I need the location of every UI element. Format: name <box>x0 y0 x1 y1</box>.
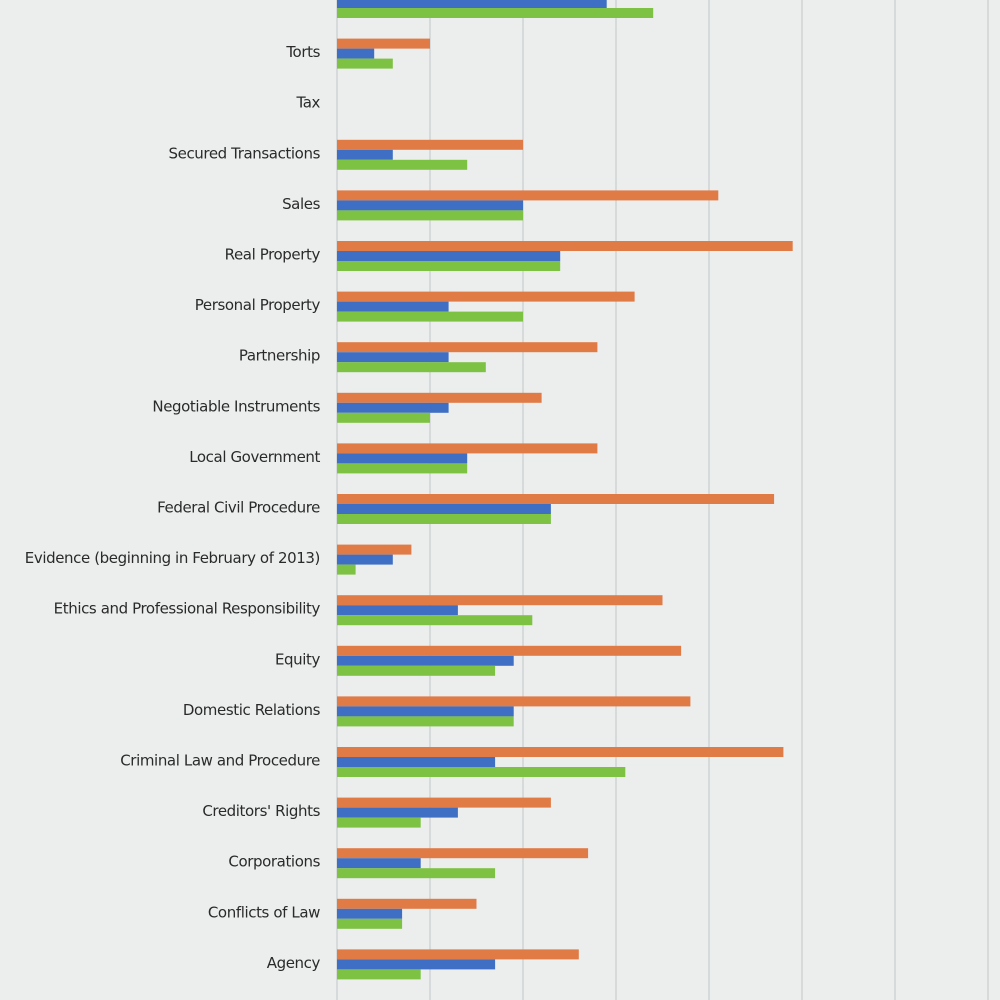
y-tick-label: Evidence (beginning in February of 2013) <box>25 549 320 567</box>
y-tick-label: Personal Property <box>195 296 321 314</box>
bar <box>337 453 468 464</box>
bar <box>337 655 514 666</box>
y-tick-label: Ethics and Professional Responsibility <box>54 600 321 618</box>
bar <box>337 311 523 322</box>
bar <box>337 412 430 423</box>
bar <box>337 908 403 919</box>
bar <box>337 463 468 474</box>
bar <box>337 200 523 211</box>
bar <box>337 605 458 616</box>
bar <box>337 696 691 707</box>
bar <box>337 443 598 454</box>
y-tick-label: Torts <box>285 43 320 61</box>
bar <box>337 969 421 980</box>
y-tick-label: Equity <box>275 650 321 668</box>
bar <box>337 868 496 879</box>
bar <box>337 514 551 524</box>
bar <box>337 645 682 656</box>
bar <box>337 767 626 777</box>
bar <box>337 190 719 201</box>
bar <box>337 595 663 606</box>
bar <box>337 392 542 403</box>
bar <box>337 949 579 960</box>
bar <box>337 747 784 757</box>
bar <box>337 817 421 828</box>
y-tick-label: Real Property <box>225 246 321 264</box>
bar <box>337 362 486 373</box>
bar <box>337 8 654 18</box>
bar <box>337 959 496 970</box>
bar <box>337 159 468 170</box>
y-tick-label: Sales <box>282 195 321 213</box>
y-tick-label: Negotiable Instruments <box>152 397 320 415</box>
bar <box>337 402 449 413</box>
bar <box>337 139 523 150</box>
bar <box>337 58 393 69</box>
bar <box>337 342 598 353</box>
bar <box>337 0 607 8</box>
bar <box>337 149 393 160</box>
bar <box>337 848 589 859</box>
y-tick-label: Domestic Relations <box>183 701 321 719</box>
bar <box>337 706 514 717</box>
bar <box>337 494 775 504</box>
bar <box>337 352 449 363</box>
bar <box>337 301 449 312</box>
bar <box>337 797 551 808</box>
bar <box>337 261 561 271</box>
y-tick-label: Creditors' Rights <box>202 802 320 820</box>
bar <box>337 615 533 626</box>
bar <box>337 898 477 909</box>
y-tick-label: Conflicts of Law <box>208 903 320 921</box>
bar <box>337 251 561 261</box>
bar <box>337 665 496 676</box>
bar <box>337 858 421 869</box>
bar <box>337 210 523 221</box>
y-tick-label: Secured Transactions <box>169 144 321 162</box>
bar <box>337 48 375 59</box>
y-tick-label: Agency <box>267 954 321 972</box>
y-tick-label: Federal Civil Procedure <box>157 499 320 517</box>
bar <box>337 564 356 575</box>
bar <box>337 716 514 727</box>
bar <box>337 504 551 514</box>
y-tick-label: Corporations <box>228 853 320 871</box>
bar <box>337 291 635 302</box>
bar <box>337 241 793 251</box>
bar <box>337 544 412 555</box>
y-tick-label: Criminal Law and Procedure <box>120 752 320 770</box>
bar <box>337 918 403 929</box>
y-tick-label: Local Government <box>189 448 320 466</box>
bar <box>337 807 458 818</box>
bar <box>337 554 393 565</box>
y-tick-label: Partnership <box>239 347 320 365</box>
bar <box>337 757 496 767</box>
bar <box>337 38 430 49</box>
y-tick-label: Tax <box>295 94 320 112</box>
